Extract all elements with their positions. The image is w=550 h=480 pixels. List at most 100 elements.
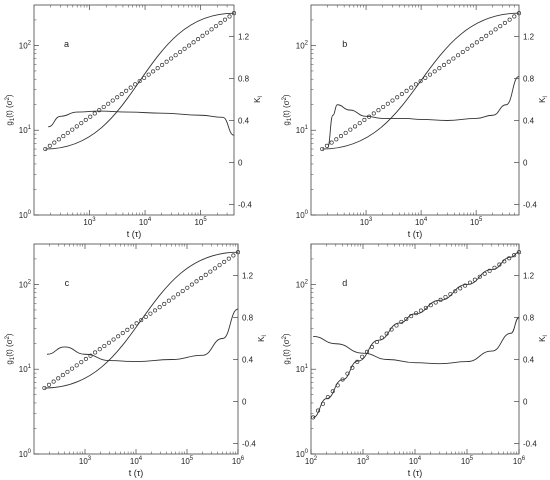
data-point xyxy=(441,62,447,68)
data-point xyxy=(209,27,214,32)
data-point xyxy=(381,104,386,110)
plot-frame xyxy=(310,243,520,455)
data-point xyxy=(74,124,79,129)
data-point xyxy=(74,363,79,368)
panel-b: 103 104 105 100 101 102 -0.4 0 0.4 0.8 1.2 t (τ) g1(… xyxy=(282,4,549,239)
data-point xyxy=(164,59,169,64)
data-point xyxy=(148,311,153,316)
series-left-line xyxy=(44,251,239,389)
data-point xyxy=(477,274,482,279)
x-tick-label: 105 xyxy=(181,456,194,466)
data-point xyxy=(46,382,52,387)
data-point xyxy=(204,30,210,35)
data-point xyxy=(479,37,484,42)
x-tick-label: 105 xyxy=(470,217,483,227)
data-point xyxy=(137,79,142,84)
data-point xyxy=(61,134,66,139)
data-point xyxy=(97,347,102,352)
data-point xyxy=(360,354,365,359)
x-tick-label: 103 xyxy=(79,456,92,466)
data-point xyxy=(395,95,400,100)
data-point xyxy=(320,146,325,152)
data-point xyxy=(129,324,135,329)
data-point xyxy=(217,263,222,268)
data-point xyxy=(116,334,121,339)
y-right-tick-label: -0.4 xyxy=(242,440,256,449)
data-point xyxy=(51,379,56,384)
series-right-line xyxy=(48,110,235,136)
data-point xyxy=(458,286,463,291)
x-tick-label-text: 103 xyxy=(83,217,96,227)
panel-letter: c xyxy=(65,278,70,288)
series-right-line xyxy=(313,317,520,365)
data-point xyxy=(43,146,48,152)
data-point xyxy=(413,82,418,87)
x-axis-label: t (τ) xyxy=(408,229,423,239)
data-point xyxy=(128,85,133,90)
x-tick-label-text: 106 xyxy=(513,456,526,466)
data-point xyxy=(166,298,171,303)
data-point xyxy=(330,389,335,394)
data-point xyxy=(139,318,144,323)
x-axis-label: t (τ) xyxy=(408,468,423,478)
data-point xyxy=(311,415,316,420)
data-point xyxy=(456,53,461,58)
data-point xyxy=(482,271,487,276)
data-point xyxy=(467,280,473,285)
data-point xyxy=(92,111,97,116)
data-point xyxy=(194,279,199,284)
data-point xyxy=(343,130,348,135)
y-right-axis-label: Kl xyxy=(538,96,549,103)
y-right-tick-label: 0.8 xyxy=(238,75,250,84)
plot-frame xyxy=(310,4,520,216)
y-left-tick-label: 102 xyxy=(296,40,309,50)
data-point xyxy=(320,401,326,406)
data-point xyxy=(394,323,399,328)
y-right-tick-label: 0.4 xyxy=(238,117,250,126)
data-point xyxy=(472,277,477,282)
data-point xyxy=(487,268,492,273)
data-point xyxy=(516,250,522,255)
y-right-tick-label: 0 xyxy=(523,398,528,407)
data-point xyxy=(409,85,414,90)
data-point xyxy=(65,369,70,374)
data-point xyxy=(106,340,111,345)
data-point xyxy=(119,92,124,97)
y-left-tick-label-text: 101 xyxy=(19,125,32,135)
data-point xyxy=(433,300,438,305)
x-tick-label: 106 xyxy=(232,456,245,466)
data-point xyxy=(42,385,47,391)
y-right-tick-label: -0.4 xyxy=(523,201,537,210)
y-left-tick-label-text: 100 xyxy=(296,210,309,220)
y-right-axis-label: Kl xyxy=(538,335,549,342)
data-point xyxy=(357,121,362,126)
data-point xyxy=(453,289,458,294)
data-point xyxy=(133,82,138,87)
data-point xyxy=(418,308,424,313)
data-point xyxy=(191,40,196,45)
data-point xyxy=(70,127,75,132)
y-right-tick-label: 0.8 xyxy=(242,314,254,323)
data-point xyxy=(222,259,227,264)
y-right-tick-label: 0.4 xyxy=(523,117,535,126)
x-axis-label: t (τ) xyxy=(129,468,144,478)
x-tick-label: 104 xyxy=(409,456,422,466)
y-right-tick-label: -0.4 xyxy=(238,201,252,210)
data-point xyxy=(460,49,465,55)
y-right-tick-label: 0 xyxy=(523,159,528,168)
data-point xyxy=(157,305,162,310)
data-point xyxy=(334,137,339,142)
data-point xyxy=(200,33,205,38)
data-point xyxy=(389,327,394,332)
data-point xyxy=(376,108,381,113)
data-point xyxy=(142,75,147,80)
data-point xyxy=(231,253,236,258)
data-point xyxy=(404,316,409,322)
y-right-tick-label: 0 xyxy=(242,398,247,407)
data-point xyxy=(115,95,120,100)
x-tick-label-text: 105 xyxy=(461,456,474,466)
data-point xyxy=(106,101,111,106)
y-left-axis-label: g1(t) (σ2) xyxy=(282,333,293,365)
data-point xyxy=(316,408,321,413)
series-right-line xyxy=(327,75,520,149)
